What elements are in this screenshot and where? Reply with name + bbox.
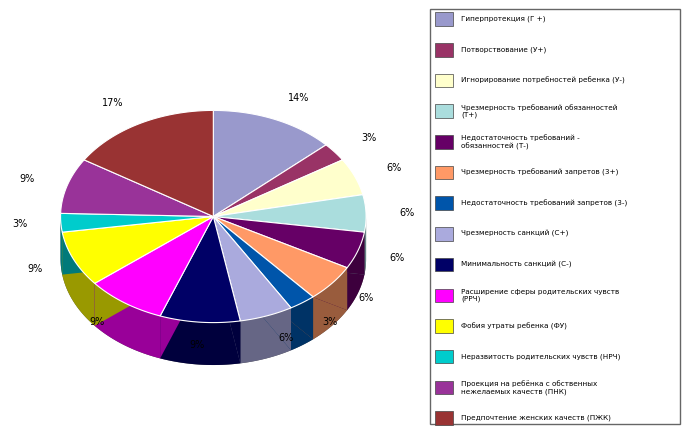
Bar [435,350,453,363]
Text: 6%: 6% [278,333,293,343]
Text: Игнорирование потребностей ребенка (У-): Игнорирование потребностей ребенка (У-) [461,77,625,84]
Polygon shape [240,308,291,363]
Text: Предпочтение женских качеств (ПЖК): Предпочтение женских качеств (ПЖК) [461,415,611,421]
Polygon shape [213,216,364,268]
Text: 17%: 17% [102,98,123,108]
Text: Недостаточность требований -
обязанностей (Т-): Недостаточность требований - обязанносте… [461,134,580,149]
Polygon shape [213,216,240,363]
Polygon shape [213,110,326,216]
Polygon shape [213,216,347,310]
Bar [435,104,453,118]
Polygon shape [95,216,213,316]
Text: 6%: 6% [386,163,401,173]
Polygon shape [213,160,363,216]
Polygon shape [291,297,313,350]
Text: Чрезмерность санкций (С+): Чрезмерность санкций (С+) [461,230,569,237]
Bar [435,135,453,149]
Polygon shape [95,283,160,359]
Text: 3%: 3% [362,133,377,143]
Polygon shape [160,216,240,323]
Text: Потворствование (У+): Потворствование (У+) [461,47,547,53]
Polygon shape [160,216,213,359]
Polygon shape [213,216,313,308]
Polygon shape [213,216,291,350]
Text: 14%: 14% [288,93,310,103]
Polygon shape [95,216,213,326]
Bar [435,43,453,57]
Text: 9%: 9% [189,340,204,350]
Bar [435,166,453,179]
Text: Фобия утраты ребенка (ФУ): Фобия утраты ребенка (ФУ) [461,322,567,330]
Text: 9%: 9% [27,264,42,274]
Bar [435,227,453,241]
Polygon shape [60,216,62,275]
Text: Расширение сферы родительских чувств
(РРЧ): Расширение сферы родительских чувств (РР… [461,288,619,302]
Polygon shape [213,195,366,232]
Text: 6%: 6% [390,253,405,263]
Text: Чрезмерность требований запретов (3+): Чрезмерность требований запретов (3+) [461,169,619,176]
Bar [435,288,453,302]
Polygon shape [313,268,347,339]
Polygon shape [347,232,364,310]
Polygon shape [62,216,213,275]
Polygon shape [84,110,213,216]
Polygon shape [160,216,213,359]
Polygon shape [62,216,213,283]
Text: 6%: 6% [399,208,415,218]
Text: Гиперпротекция (Г +): Гиперпротекция (Г +) [461,16,546,23]
Polygon shape [160,316,240,365]
Bar [435,197,453,210]
Polygon shape [213,216,240,363]
Text: 9%: 9% [90,317,105,326]
Polygon shape [213,216,313,339]
Polygon shape [213,216,291,350]
Polygon shape [213,145,342,216]
Text: 9%: 9% [20,174,35,184]
Bar [435,74,453,87]
Polygon shape [60,216,366,365]
Bar [435,411,453,425]
Polygon shape [62,232,95,326]
Polygon shape [62,216,213,275]
Polygon shape [364,216,366,275]
Polygon shape [213,216,364,275]
Polygon shape [213,216,364,275]
Text: Недостаточность требований запретов (3-): Недостаточность требований запретов (3-) [461,200,627,207]
Polygon shape [60,213,213,232]
Polygon shape [95,216,213,326]
Polygon shape [213,216,347,310]
Text: Проекция на ребёнка с обственных
нежелаемых качеств (ПНК): Проекция на ребёнка с обственных нежелае… [461,380,597,394]
Bar [435,258,453,271]
Text: Неразвитость родительских чувств (НРЧ): Неразвитость родительских чувств (НРЧ) [461,353,621,360]
Text: 3%: 3% [322,317,337,326]
Text: 3%: 3% [12,219,27,229]
Bar [435,13,453,26]
Polygon shape [213,216,347,297]
Polygon shape [213,216,291,321]
Text: 6%: 6% [358,293,373,303]
Text: Чрезмерность требований обязанностей
(Т+): Чрезмерность требований обязанностей (Т+… [461,104,618,118]
Text: Минимальность санкций (С-): Минимальность санкций (С-) [461,261,572,268]
Polygon shape [61,160,213,216]
Polygon shape [213,216,313,339]
Bar [435,381,453,394]
Bar [435,319,453,333]
